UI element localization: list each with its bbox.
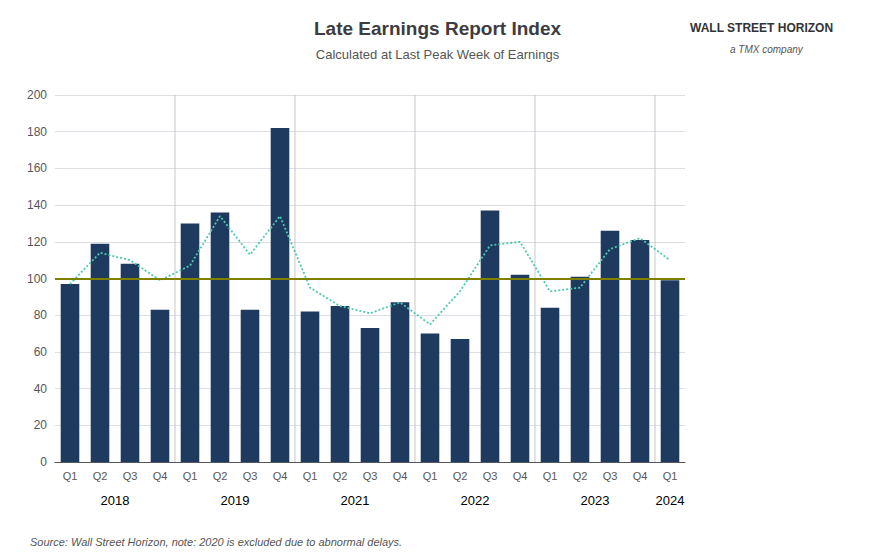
- svg-text:Q1: Q1: [543, 470, 558, 482]
- svg-text:2018: 2018: [101, 493, 130, 508]
- svg-text:Q1: Q1: [423, 470, 438, 482]
- svg-text:Q3: Q3: [363, 470, 378, 482]
- svg-text:160: 160: [27, 161, 47, 175]
- svg-text:200: 200: [27, 88, 47, 102]
- svg-text:Q4: Q4: [393, 470, 408, 482]
- svg-text:20: 20: [34, 418, 48, 432]
- svg-text:2021: 2021: [341, 493, 370, 508]
- svg-text:Late Earnings Report Index: Late Earnings Report Index: [314, 18, 561, 39]
- svg-text:2022: 2022: [461, 493, 490, 508]
- svg-text:Q3: Q3: [123, 470, 138, 482]
- svg-text:Q1: Q1: [303, 470, 318, 482]
- svg-text:Q2: Q2: [573, 470, 588, 482]
- svg-text:a TMX company: a TMX company: [730, 44, 804, 55]
- svg-text:Q4: Q4: [633, 470, 648, 482]
- svg-text:Q2: Q2: [213, 470, 228, 482]
- svg-text:Q2: Q2: [93, 470, 108, 482]
- svg-text:140: 140: [27, 198, 47, 212]
- svg-text:Calculated at Last Peak Week o: Calculated at Last Peak Week of Earnings: [316, 47, 560, 62]
- svg-text:2019: 2019: [221, 493, 250, 508]
- svg-text:2024: 2024: [656, 493, 685, 508]
- svg-text:Q1: Q1: [183, 470, 198, 482]
- svg-text:100: 100: [27, 272, 47, 286]
- svg-text:Source: Wall Street Horizon, n: Source: Wall Street Horizon, note: 2020 …: [30, 536, 402, 548]
- svg-text:60: 60: [34, 345, 48, 359]
- svg-text:Q1: Q1: [63, 470, 78, 482]
- svg-text:Q2: Q2: [333, 470, 348, 482]
- svg-text:0: 0: [40, 455, 47, 469]
- svg-text:Q3: Q3: [483, 470, 498, 482]
- svg-text:180: 180: [27, 125, 47, 139]
- svg-text:Q2: Q2: [453, 470, 468, 482]
- svg-text:WALL STREET HORIZON: WALL STREET HORIZON: [690, 21, 833, 35]
- svg-text:Q4: Q4: [153, 470, 168, 482]
- svg-text:Q4: Q4: [513, 470, 528, 482]
- svg-text:Q1: Q1: [663, 470, 678, 482]
- svg-text:Q4: Q4: [273, 470, 288, 482]
- svg-text:2023: 2023: [581, 493, 610, 508]
- svg-text:40: 40: [34, 382, 48, 396]
- svg-text:120: 120: [27, 235, 47, 249]
- svg-text:Q3: Q3: [603, 470, 618, 482]
- svg-text:80: 80: [34, 308, 48, 322]
- svg-text:Q3: Q3: [243, 470, 258, 482]
